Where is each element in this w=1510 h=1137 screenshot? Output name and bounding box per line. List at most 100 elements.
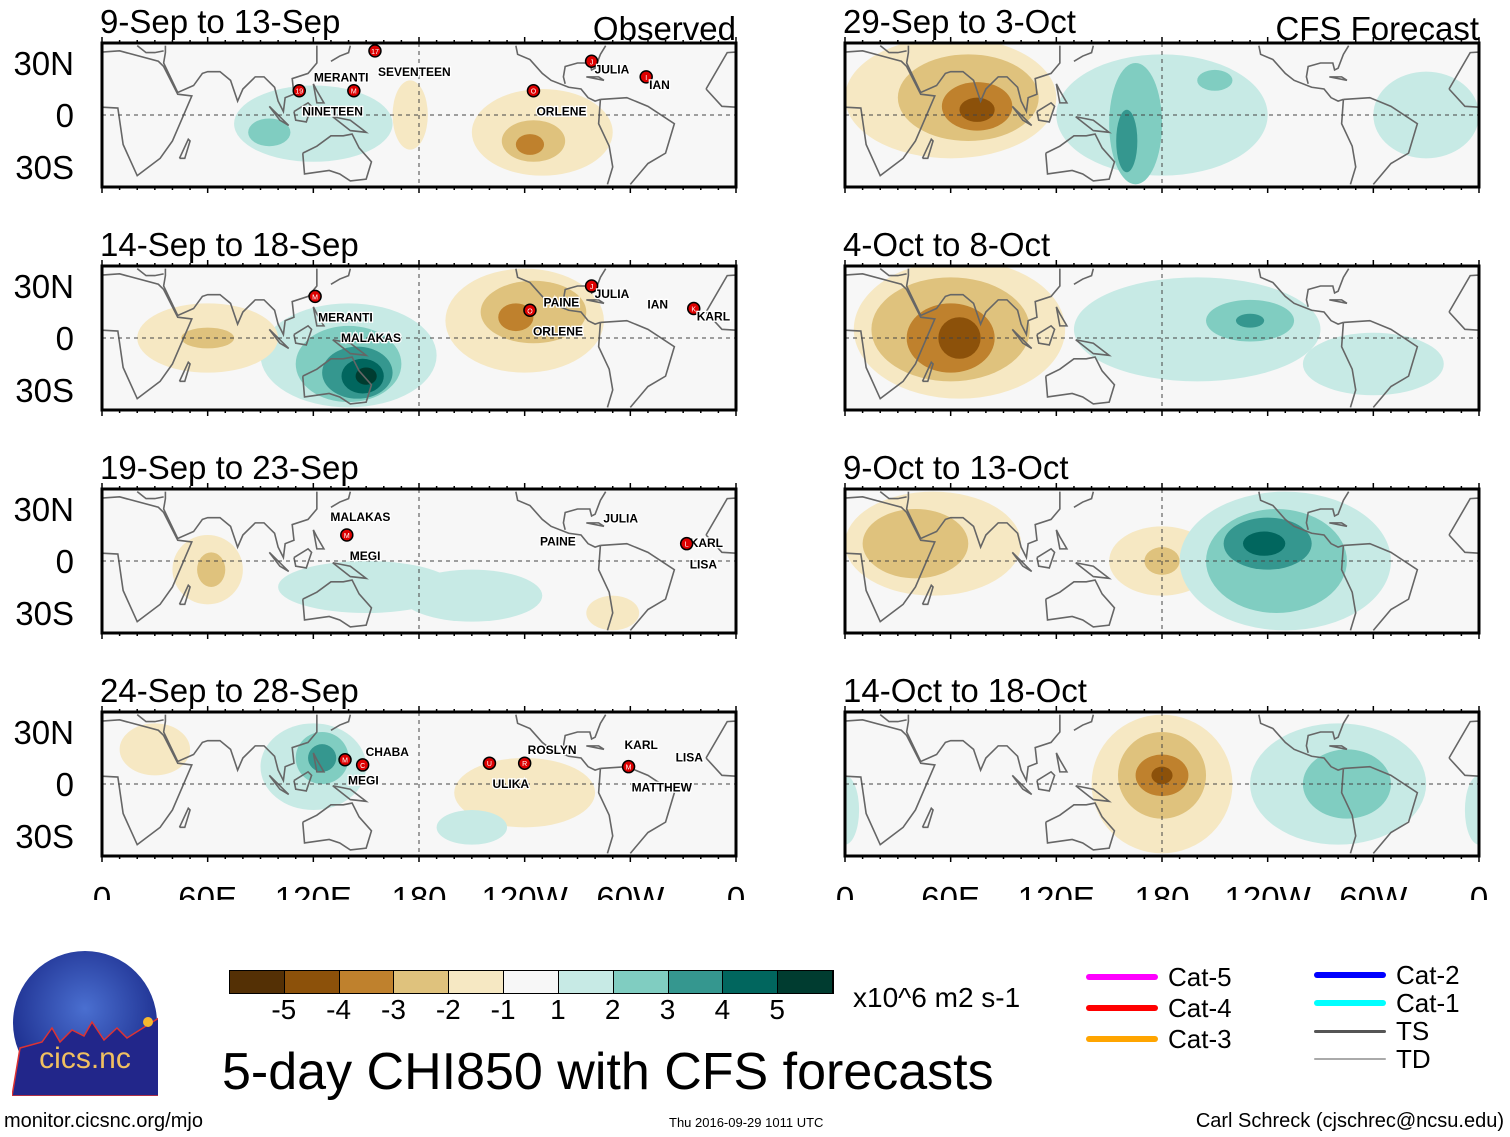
storm-marker[interactable]: M MEGI (340, 528, 382, 564)
storm-marker[interactable]: K KARL (686, 301, 731, 325)
storm-name: MALAKAS (330, 510, 390, 524)
coastline (845, 496, 936, 623)
logo-text: cics.nc (39, 1042, 131, 1075)
anomaly-contour (739, 72, 845, 159)
anomaly-contour (454, 758, 596, 828)
storm-marker[interactable]: LISA (674, 749, 704, 766)
coastline (1036, 324, 1056, 346)
track-legend-label: Cat-5 (1168, 962, 1232, 992)
storm-marker[interactable]: J JULIA (584, 279, 631, 302)
storm-symbol: J (590, 284, 594, 291)
storm-name: ROSLYN (528, 743, 577, 757)
storm-name: JULIA (603, 512, 638, 526)
storm-marker[interactable]: MALAKAS (340, 330, 403, 347)
storm-marker[interactable]: M MERANTI (308, 289, 374, 326)
storm-marker[interactable]: U ULIKA (482, 756, 531, 792)
storm-marker[interactable]: O ORLENE (523, 303, 584, 340)
hurricane-icon (621, 759, 636, 774)
storm-marker[interactable]: M MERANTI (313, 69, 370, 98)
coastline (178, 137, 191, 160)
panel-title: 4-Oct to 8-Oct (843, 226, 1050, 263)
coastline (813, 139, 824, 158)
storm-marker[interactable]: KARL (623, 737, 659, 754)
lon-label: 180 (1134, 880, 1189, 900)
lat-label: 30N (13, 714, 74, 751)
coastline (905, 714, 1061, 784)
coastline (332, 561, 369, 580)
storm-symbol: C (360, 763, 365, 770)
column-label: Observed (593, 10, 736, 47)
storm-marker[interactable]: 17 SEVENTEEN (368, 44, 452, 80)
storm-marker[interactable]: M MATTHEW (621, 759, 694, 796)
coastline (586, 522, 605, 528)
storm-marker[interactable]: KARL (688, 535, 724, 552)
storm-marker[interactable]: PAINE (542, 294, 580, 311)
lat-label: 30N (13, 268, 74, 305)
coastline (1258, 268, 1344, 325)
track-legend-item: Cat-2 (1314, 962, 1460, 988)
colorbar-tick-label: -2 (435, 994, 461, 1025)
coastline (771, 715, 797, 722)
storm-marker[interactable]: O ORLENE (526, 83, 588, 120)
coastline (845, 273, 936, 400)
coastline (1340, 99, 1357, 185)
storm-marker[interactable]: L LISA (679, 536, 719, 573)
coastline (330, 491, 352, 508)
storm-name: ULIKA (492, 777, 529, 791)
colorbar-swatch (394, 971, 450, 993)
colorbar-swatch (613, 971, 669, 993)
coastline (1340, 768, 1357, 854)
storm-marker[interactable]: MALAKAS (329, 509, 392, 526)
coastline (600, 96, 676, 185)
coastline (845, 719, 936, 846)
track-legend-label: Cat-4 (1168, 993, 1232, 1023)
track-line-icon (1314, 972, 1386, 978)
coastline (162, 268, 318, 338)
coastline (905, 45, 1061, 115)
anomaly-contour (1464, 775, 1479, 845)
storm-marker[interactable]: I IAN (639, 70, 671, 93)
coastline (268, 774, 290, 796)
coastline (1011, 328, 1033, 350)
coastline (879, 268, 907, 277)
hurricane-icon (584, 279, 599, 293)
lat-label: 0 (56, 320, 74, 357)
anomaly-contour (1505, 277, 1510, 381)
storm-name: NINETEEN (302, 105, 363, 119)
storm-symbol: J (590, 59, 594, 66)
storm-name: ORLENE (536, 105, 586, 119)
forecast-panel (845, 266, 1510, 410)
hurricane-icon (347, 83, 361, 98)
storm-marker[interactable]: 19 NINETEEN (292, 83, 364, 120)
lon-label: 120W (1225, 880, 1312, 900)
panel-title: 14-Sep to 18-Sep (100, 226, 359, 263)
colorbar-tick-label: 1 (550, 994, 566, 1025)
coastline (813, 808, 824, 827)
coastline (921, 806, 934, 829)
colorbar-swatch (284, 971, 340, 993)
storm-marker[interactable]: IAN (646, 296, 669, 313)
storm-marker[interactable]: PAINE (539, 533, 577, 550)
coastline (332, 115, 369, 134)
storm-name: CHABA (366, 745, 410, 759)
coastline (312, 752, 326, 773)
anomaly-contour (1302, 332, 1444, 396)
storm-marker[interactable]: J JULIA (584, 54, 631, 78)
hurricane-icon (340, 528, 354, 542)
lat-label: 30S (15, 595, 74, 632)
storm-marker[interactable]: M MEGI (338, 752, 380, 789)
coastline (330, 45, 352, 62)
storm-name: MERANTI (314, 71, 369, 85)
source-url[interactable]: monitor.cicsnc.org/mjo (4, 1110, 203, 1132)
coastline (1305, 268, 1350, 307)
storm-marker[interactable]: JULIA (602, 510, 640, 527)
anomaly-contour (1479, 492, 1510, 596)
lat-label: 30S (15, 372, 74, 409)
lon-label: 120E (275, 880, 352, 900)
panel-title: 9-Sep to 13-Sep (100, 3, 340, 40)
coastline (771, 492, 797, 499)
coastline (905, 491, 1061, 561)
